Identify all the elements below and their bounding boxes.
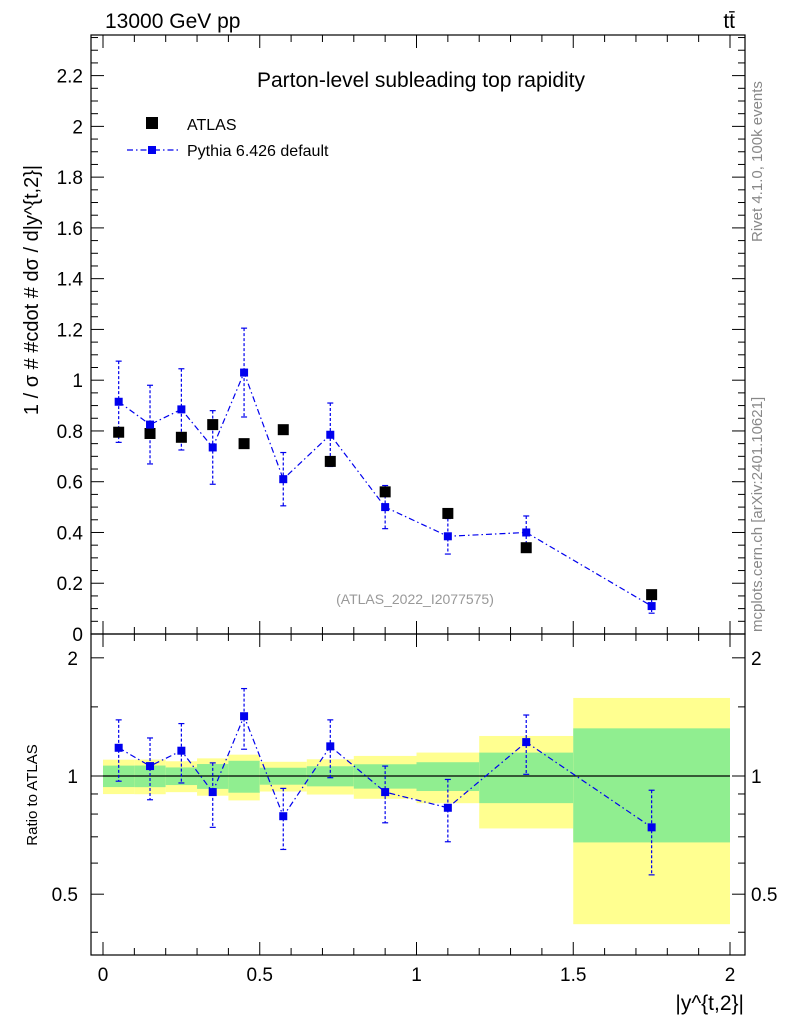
mc-series-line bbox=[118, 370, 652, 607]
ratio-y-tick-label-right-0: 0.5 bbox=[751, 885, 777, 906]
ratio-point-4 bbox=[240, 712, 249, 721]
main-marks bbox=[113, 327, 658, 614]
ratio-band-inner-4 bbox=[228, 760, 260, 793]
atlas-point-6 bbox=[324, 455, 336, 467]
legend: ATLAS Pythia 6.426 default bbox=[127, 117, 329, 160]
y-tick-label-1: 0.2 bbox=[57, 574, 83, 595]
mc-point-0 bbox=[114, 397, 123, 406]
atlas-point-10 bbox=[646, 589, 658, 601]
process-label: tt̄ bbox=[723, 10, 735, 33]
atlas-point-0 bbox=[113, 426, 125, 438]
legend-mc-marker bbox=[148, 146, 156, 154]
atlas-point-9 bbox=[520, 542, 532, 554]
rivet-label: Rivet 4.1.0, 100k events bbox=[749, 81, 766, 242]
watermark: (ATLAS_2022_I2077575) bbox=[336, 591, 494, 607]
ratio-y-tick-label-left-0: 0.5 bbox=[52, 885, 78, 906]
y-tick-label-3: 0.6 bbox=[57, 473, 83, 494]
mc-point-2 bbox=[177, 405, 186, 414]
x-tick-label-0: 0 bbox=[98, 965, 109, 986]
mc-point-9 bbox=[522, 528, 531, 537]
mc-point-3 bbox=[208, 443, 217, 452]
legend-atlas-marker bbox=[146, 117, 158, 129]
y-tick-label-0: 0 bbox=[72, 625, 83, 646]
y-tick-label-4: 0.8 bbox=[57, 422, 83, 443]
y-tick-label-7: 1.4 bbox=[57, 270, 84, 291]
ratio-frame bbox=[90, 633, 746, 956]
y-tick-label-9: 1.8 bbox=[57, 168, 83, 189]
x-axis-label: |y^{t,2}| bbox=[675, 992, 744, 1015]
x-tick-label-4: 2 bbox=[725, 965, 736, 986]
ratio-point-8 bbox=[443, 803, 452, 812]
atlas-point-7 bbox=[379, 486, 391, 498]
ratio-point-1 bbox=[146, 762, 155, 771]
atlas-point-4 bbox=[238, 438, 250, 450]
ratio-point-6 bbox=[326, 742, 335, 751]
mc-point-10 bbox=[647, 602, 656, 611]
y-tick-label-6: 1.2 bbox=[57, 320, 83, 341]
ratio-point-2 bbox=[177, 746, 186, 755]
main-axes: 0 0.2 0.4 0.6 0.8 1 1.2 1.4 1.6 1.8 2 2.2 bbox=[57, 34, 746, 646]
energy-label: 13000 GeV pp bbox=[105, 10, 240, 33]
atlas-point-3 bbox=[207, 419, 219, 431]
x-tick-label-2: 1 bbox=[411, 965, 422, 986]
mc-point-1 bbox=[146, 420, 155, 429]
ratio-point-5 bbox=[279, 812, 288, 821]
mc-point-7 bbox=[381, 503, 390, 512]
x-tick-label-1: 0.5 bbox=[247, 965, 273, 986]
legend-mc-label: Pythia 6.426 default bbox=[187, 143, 329, 160]
mc-point-8 bbox=[443, 532, 452, 541]
ratio-point-7 bbox=[381, 788, 390, 797]
atlas-point-2 bbox=[175, 431, 187, 443]
ratio-y-tick-label-left-1: 1 bbox=[67, 767, 78, 788]
ratio-y-axis-label: Ratio to ATLAS bbox=[24, 744, 41, 845]
ratio-marks bbox=[114, 687, 656, 876]
atlas-point-5 bbox=[277, 424, 289, 436]
y-tick-label-8: 1.6 bbox=[57, 219, 83, 240]
x-tick-label-3: 1.5 bbox=[560, 965, 586, 986]
ratio-y-tick-label-left-2: 2 bbox=[67, 649, 78, 670]
y-tick-label-10: 2 bbox=[72, 117, 83, 138]
atlas-point-1 bbox=[144, 427, 156, 439]
y-tick-label-2: 0.4 bbox=[57, 523, 84, 544]
y-axis-label: 1 / σ # #cdot # dσ / d|y^{t,2}| bbox=[21, 165, 43, 415]
ratio-bands bbox=[103, 697, 730, 925]
y-tick-label-11: 2.2 bbox=[57, 67, 83, 88]
ratio-axes: 0 0.5 1 1.5 2 0.5 0.5 1 1 2 2 bbox=[52, 633, 777, 986]
ratio-point-3 bbox=[208, 788, 217, 797]
mc-point-4 bbox=[240, 368, 249, 377]
y-tick-label-5: 1 bbox=[72, 371, 83, 392]
ratio-point-10 bbox=[647, 823, 656, 832]
chart-title: Parton-level subleading top rapidity bbox=[257, 69, 586, 92]
ratio-point-9 bbox=[522, 738, 531, 747]
mc-point-6 bbox=[326, 430, 335, 439]
ratio-point-0 bbox=[114, 743, 123, 752]
atlas-point-8 bbox=[442, 507, 454, 519]
ratio-y-tick-label-right-2: 2 bbox=[751, 649, 762, 670]
legend-atlas-label: ATLAS bbox=[187, 117, 237, 134]
mcplots-label: mcplots.cern.ch [arXiv:2401.10621] bbox=[749, 397, 766, 632]
ratio-y-tick-label-right-1: 1 bbox=[751, 767, 762, 788]
mc-point-5 bbox=[279, 475, 288, 484]
